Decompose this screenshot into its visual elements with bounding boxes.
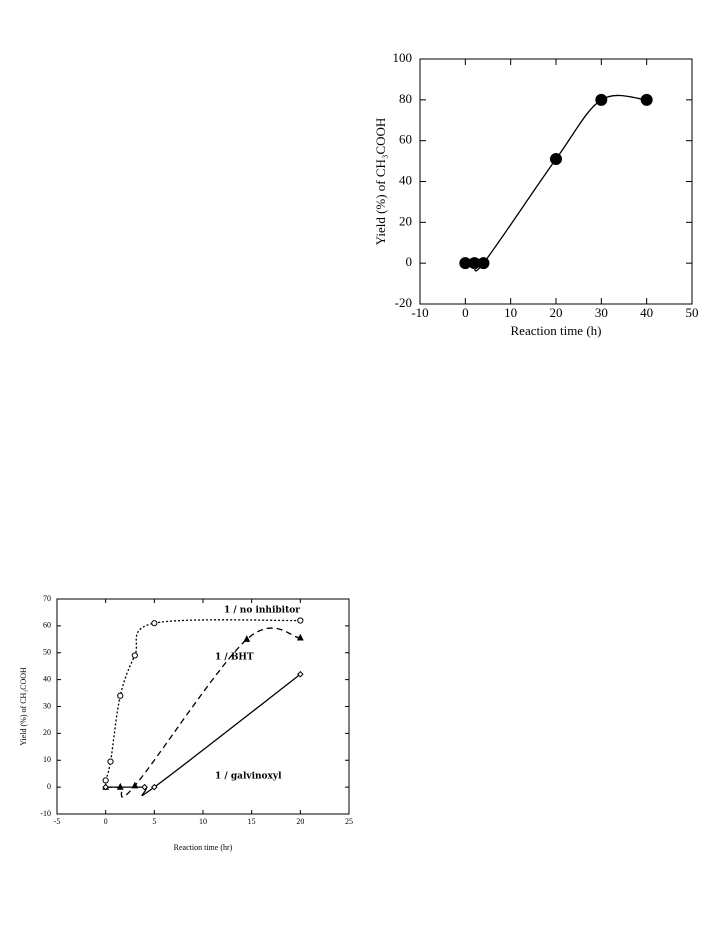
marker bbox=[640, 93, 653, 106]
x-tick-label: 50 bbox=[686, 305, 699, 320]
marker bbox=[107, 758, 114, 765]
series-line bbox=[465, 94, 647, 272]
x-tick-label: 30 bbox=[595, 305, 608, 320]
y-tick-label: -20 bbox=[395, 295, 412, 310]
y-axis-label: Yield (%) of CH₃COOH bbox=[373, 118, 388, 246]
x-axis-label: Reaction time (hr) bbox=[174, 843, 233, 852]
x-tick-label: 20 bbox=[296, 817, 304, 826]
x-tick-label: 20 bbox=[550, 305, 563, 320]
marker bbox=[550, 153, 562, 166]
series-label: 1 / BHT bbox=[215, 653, 254, 663]
marker bbox=[102, 783, 109, 791]
chart: -5 0 5 10 15 20 25 -10 0 10 20 30 40 50 60 70 Reaction t… bbox=[19, 594, 353, 852]
x-tick-label: 15 bbox=[248, 817, 256, 826]
y-tick-label: 0 bbox=[406, 254, 413, 269]
y-tick-label: 40 bbox=[399, 172, 412, 187]
x-axis-label: Reaction time (h) bbox=[511, 323, 602, 338]
y-tick-label: 60 bbox=[399, 132, 412, 147]
y-tick-label: 20 bbox=[43, 728, 51, 737]
x-tick-label: 0 bbox=[104, 817, 108, 826]
y-tick-label: 30 bbox=[43, 701, 51, 710]
y-tick-label: 50 bbox=[43, 648, 51, 657]
marker bbox=[297, 670, 304, 678]
marker bbox=[297, 617, 304, 624]
y-tick-label: -10 bbox=[40, 809, 51, 818]
marker bbox=[243, 635, 251, 642]
x-tick-label: 10 bbox=[199, 817, 207, 826]
y-tick-label: 80 bbox=[399, 91, 412, 106]
series-label: 1 / no inhibitor bbox=[224, 606, 300, 616]
x-tick-label: 25 bbox=[345, 817, 353, 826]
marker bbox=[296, 633, 304, 641]
x-tick-label: 40 bbox=[640, 305, 653, 320]
y-tick-label: 20 bbox=[399, 213, 412, 228]
y-tick-label: 100 bbox=[393, 50, 413, 65]
y-tick-label: 10 bbox=[43, 755, 51, 764]
x-tick-label: 5 bbox=[152, 817, 156, 826]
y-tick-label: 0 bbox=[47, 782, 51, 791]
marker bbox=[151, 620, 158, 627]
marker bbox=[131, 652, 138, 659]
x-tick-label: -10 bbox=[411, 305, 428, 320]
y-tick-label: 70 bbox=[43, 594, 51, 603]
plot-frame bbox=[56, 598, 350, 815]
marker bbox=[117, 692, 124, 699]
marker bbox=[102, 777, 109, 784]
series-line bbox=[105, 619, 301, 781]
y-tick-label: 40 bbox=[43, 674, 51, 683]
chart: -10 0 10 20 30 40 50 -20 0 20 40 60 80 100 Reaction ti… bbox=[373, 50, 699, 338]
marker bbox=[151, 783, 158, 791]
series-label: 1 / galvinoxyl bbox=[215, 772, 282, 782]
x-tick-label: -5 bbox=[54, 817, 61, 826]
x-tick-label: 0 bbox=[462, 305, 469, 320]
series-line bbox=[105, 673, 301, 797]
marker bbox=[595, 93, 608, 106]
plot-frame bbox=[419, 58, 693, 305]
y-tick-label: 60 bbox=[43, 621, 51, 630]
marker bbox=[141, 783, 148, 791]
marker bbox=[477, 257, 490, 270]
y-axis-label: Yield (%) of CH₃COOH bbox=[19, 667, 28, 746]
x-tick-label: 10 bbox=[504, 305, 517, 320]
